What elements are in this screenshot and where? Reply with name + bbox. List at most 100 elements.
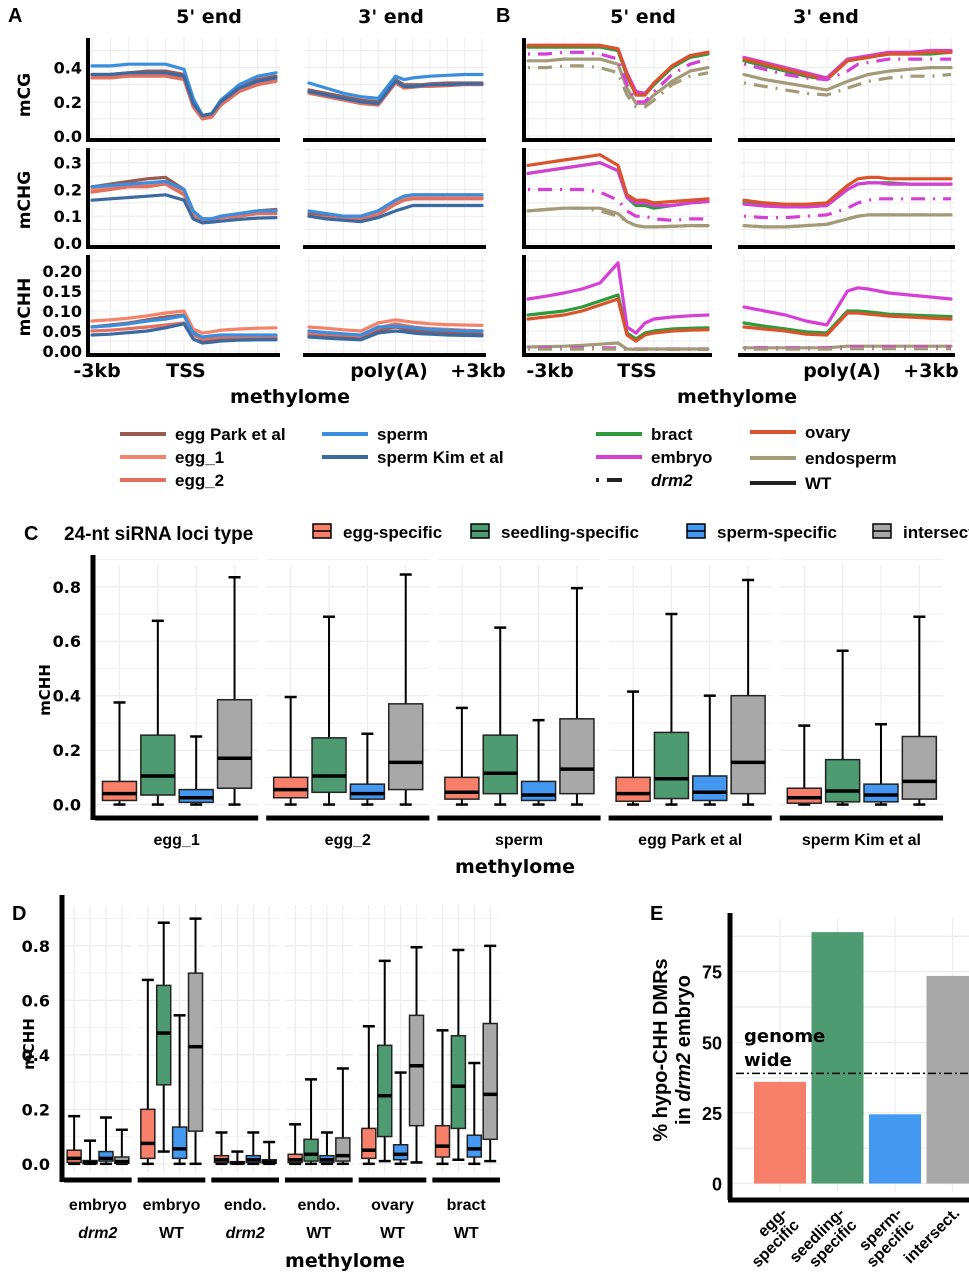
series-line-ovary-wt [742, 50, 953, 82]
box-iqr [272, 776, 309, 799]
series-line-ovary-wt [526, 43, 710, 97]
box-iqr [98, 1150, 114, 1162]
y-tick-label: 25 [702, 1104, 722, 1124]
series-line-embryo-drm2 [528, 50, 709, 104]
legend-label: embryo [651, 448, 712, 467]
legend-label: ovary [805, 423, 851, 442]
x-tick-sublabel: WT [306, 1225, 331, 1242]
panel-e-ylabel-line2: in drm2 embryo [673, 975, 695, 1125]
series-line-bract-wt [742, 309, 953, 335]
x-tick-label: egg Park et al [638, 832, 742, 849]
x-tick-label: seedling-specific [787, 1205, 861, 1279]
y-tick-label: 0.10 [43, 302, 82, 321]
box-iqr [101, 780, 138, 802]
box-iqr [692, 775, 728, 802]
series-line-embryo-wt [742, 286, 953, 327]
legend-label: WT [805, 474, 832, 493]
y-tick-label: 0.4 [22, 1046, 50, 1065]
bar-3 [926, 975, 969, 1184]
panel-ab-line-plots: 0.0 0.2 0.4 0.0 0.1 0.2 0.3 0.000.050.100.150.2… [43, 38, 955, 361]
legend-label: sperm [377, 425, 428, 444]
x-tick-label: egg_2 [325, 832, 371, 849]
panel-b-xtick-polya: poly(A) [803, 360, 881, 382]
y-tick-label: 0.8 [53, 578, 81, 597]
series-line-embryo-wt [742, 48, 953, 80]
series-line-embryo-wt [526, 161, 710, 208]
legend-label: bract [651, 425, 693, 444]
x-tick-sublabel: WT [159, 1225, 184, 1242]
series-line-sperm-kim-et-al [307, 203, 484, 224]
box-iqr [216, 699, 253, 789]
y-tick-label: 0.3 [54, 154, 82, 173]
y-tick-label: 0.4 [54, 59, 82, 78]
reference-line-label: genome [744, 1026, 825, 1047]
series-line-embryo-drm2 [743, 57, 951, 82]
x-tick-sublabel: WT [380, 1225, 405, 1242]
panel-c-legend-title: 24-nt siRNA loci type [64, 524, 253, 545]
panel-b-xtick-minus3kb: -3kb [526, 360, 573, 382]
panel-e-ylabel-in: in [673, 1102, 695, 1125]
panel-d-ylabel: mCHH [20, 1018, 38, 1070]
y-tick-label: 0.05 [43, 322, 82, 341]
series-line-endosperm-wt [742, 65, 953, 92]
legend-label: egg_2 [175, 471, 224, 490]
panel-a-col-title-5: 5' end [176, 6, 242, 28]
panel-label-d: D [12, 903, 26, 925]
panel-c-legend: egg-specific seedling-specific sperm-speci… [312, 523, 969, 542]
panel-b-col-title-3: 3' end [793, 6, 859, 28]
series-line-ovary-wt [526, 297, 710, 343]
y-tick-label: 0.0 [54, 234, 82, 253]
y-tick-label: 0.15 [43, 282, 82, 301]
series-line-sperm-kim-et-al [90, 71, 278, 118]
box-iqr [335, 1137, 351, 1162]
series-line-sperm [307, 72, 484, 101]
box-iqr [361, 1127, 377, 1160]
y-tick-label: 0.4 [53, 687, 81, 706]
panel-a-col-title-3: 3' end [358, 6, 424, 28]
y-tick-label: 75 [702, 963, 722, 983]
series-line-sperm [90, 62, 278, 118]
panel-label-a: A [8, 5, 22, 27]
series-line-embryo-wt [526, 261, 710, 335]
y-tick-label: 0 [712, 1175, 722, 1195]
y-tick-label: 0.6 [53, 632, 81, 651]
box-iqr [155, 984, 172, 1086]
panel-b-legend: bract embryo drm2 ovary endosperm WT [596, 423, 897, 493]
box-iqr [466, 1134, 483, 1158]
series-line-egg-1 [90, 309, 278, 335]
panel-label-c: C [24, 523, 38, 545]
box-iqr [311, 737, 347, 794]
legend-label: sperm Kim et al [377, 448, 504, 467]
legend-label: endosperm [805, 449, 897, 468]
y-tick-label: 50 [702, 1033, 722, 1053]
panel-a-legend: egg Park et al egg_1 egg_2 sperm sperm Kim e… [120, 425, 504, 490]
x-tick-sublabel: drm2 [78, 1225, 117, 1242]
box-iqr [392, 1144, 409, 1161]
y-tick-label: 0.00 [43, 342, 82, 361]
series-line-endosperm-drm2 [527, 206, 708, 229]
bar-0 [754, 1081, 806, 1184]
series-line-ovary-wt [742, 175, 953, 206]
box-iqr [559, 718, 595, 795]
panel-b-col-title-5: 5' end [610, 6, 676, 28]
x-tick-label: sperm Kim et al [802, 832, 921, 849]
panel-e-ylabel-drm2: drm2 [673, 1053, 695, 1102]
box-iqr [653, 731, 690, 800]
y-tick-label: 0.20 [43, 262, 82, 281]
panel-label-e: E [650, 903, 663, 925]
box-iqr [349, 783, 386, 800]
box-iqr [140, 734, 176, 796]
series-line-ovary-wt [526, 153, 710, 205]
box-iqr [863, 783, 899, 803]
box-iqr [66, 1149, 82, 1164]
legend-label: egg_1 [175, 448, 224, 467]
x-tick-label: embryo [143, 1197, 201, 1214]
series-line-embryo-wt [742, 181, 953, 209]
x-tick-label: egg_1 [153, 832, 199, 849]
series-line-egg-2 [90, 74, 278, 121]
legend-label: seedling-specific [501, 523, 639, 542]
panel-a-ylabel-mchg: mCHG [15, 171, 35, 229]
bar-2 [869, 1114, 921, 1184]
series-line-sperm-kim-et-al [307, 329, 484, 342]
series-line-embryo-drm2 [743, 197, 951, 220]
